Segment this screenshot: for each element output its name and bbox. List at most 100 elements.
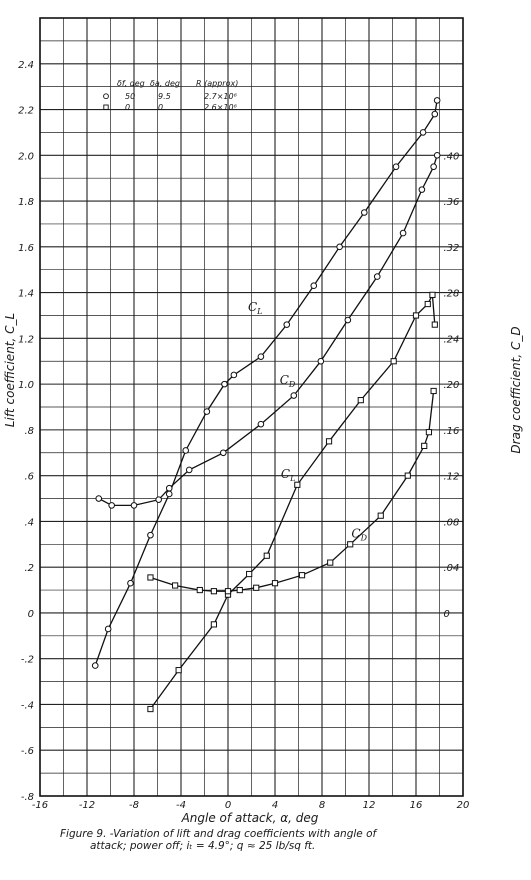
y-left-tick-label: 0 (28, 609, 34, 620)
data-point-square (421, 442, 428, 449)
data-point-square (263, 552, 270, 559)
data-point-circle (310, 282, 318, 290)
data-point-square (404, 472, 411, 479)
data-point-circle (220, 449, 227, 457)
data-point-circle (283, 321, 291, 328)
data-point-circle (91, 662, 99, 669)
data-point-circle (361, 209, 368, 216)
figure-caption: Figure 9. -Variation of lift and drag co… (60, 828, 526, 852)
data-point-square (377, 512, 384, 519)
legend-header: δa, deg (150, 79, 180, 88)
data-point-square (325, 438, 333, 445)
y-right-tick-label: .08 (444, 517, 460, 528)
x-tick-label: 16 (410, 800, 423, 811)
legend-value: 9.5 (158, 92, 171, 101)
y-left-tick-label: 1.8 (18, 197, 34, 208)
y-left-tick-label: .2 (24, 563, 34, 574)
data-point-circle (127, 579, 134, 587)
legend-value: 2.6×10⁶ (204, 103, 238, 112)
curve-label: CD (280, 373, 296, 389)
y-right-tick-label: .12 (444, 472, 460, 483)
tick-labels: -16 -12 -8 -4 0 4 8 12 16 20 -.8 -.6 -.4 -.2 0 .2 .4 .6 .8… (18, 60, 469, 811)
y-right-tick-label: .36 (444, 197, 460, 208)
legend-value: 50 (125, 92, 135, 101)
y-left-tick-label: 2.0 (18, 151, 34, 162)
data-point-circle (392, 163, 400, 171)
data-point-circle (130, 502, 138, 509)
x-tick-label: -12 (79, 800, 95, 811)
y-left-tick-label: .6 (24, 472, 34, 483)
data-point-square (298, 572, 306, 579)
y-left-tick-label: 1.6 (18, 243, 34, 254)
y-left-axis-title: Lift coefficient, C_L (3, 313, 17, 427)
legend-header: δf, deg (117, 79, 145, 88)
data-point-square (425, 429, 433, 436)
data-point-circle (418, 186, 426, 193)
data-point-square (175, 667, 182, 674)
data-point-circle (155, 496, 162, 503)
series-line (150, 390, 435, 592)
data-point-circle (182, 447, 189, 454)
data-point-square (430, 387, 437, 395)
data-point-square (172, 582, 179, 589)
curve-label: CL (281, 467, 296, 483)
curve-labels: CL CD CL CD (248, 300, 368, 543)
y-right-axis-title: Drag coefficient, C_D (509, 326, 523, 453)
data-point-square (196, 586, 203, 594)
y-right-tick-label: .04 (444, 563, 460, 574)
x-tick-label: 8 (319, 800, 325, 811)
legend-marker-square (103, 104, 109, 110)
data-point-square (294, 481, 301, 488)
caption-line-1: Figure 9. -Variation of lift and drag co… (60, 828, 377, 840)
y-left-tick-label: 2.2 (18, 106, 34, 117)
data-point-circle (95, 495, 103, 502)
legend: δf, deg δa, deg R (approx) 50 9.5 2.7×10⁶ 0 0 2.… (103, 79, 238, 112)
data-point-circle (344, 316, 352, 324)
series-line (94, 100, 438, 666)
data-point-square (412, 312, 420, 319)
data-point-square (236, 586, 243, 594)
data-point-circle (399, 229, 407, 237)
caption-line-2: attack; power off; iₜ = 4.9°; q ≈ 25 lb/… (90, 840, 316, 852)
data-point-square (429, 291, 436, 298)
data-point-square (147, 705, 154, 713)
data-point-circle (221, 380, 228, 388)
data-point-square (271, 580, 279, 587)
y-left-tick-label: -.8 (21, 792, 34, 803)
data-point-circle (257, 353, 265, 360)
y-right-tick-label: .24 (444, 334, 460, 345)
data-point-circle (431, 110, 439, 118)
data-point-square (147, 574, 154, 581)
plot-frame (39, 17, 464, 797)
curve-label: CL (248, 300, 263, 316)
y-right-tick-label: 0 (444, 609, 450, 620)
data-point-circle (290, 392, 298, 399)
x-tick-label: -16 (32, 800, 48, 811)
data-point-circle (147, 531, 154, 539)
data-point-circle (336, 243, 343, 251)
data-point-circle (104, 625, 112, 633)
series-line (98, 155, 438, 507)
data-point-circle (203, 408, 211, 415)
data-point-square (431, 321, 438, 328)
data-point-circle (257, 420, 265, 428)
y-right-tick-label: .28 (444, 289, 460, 300)
data-point-square (224, 588, 232, 595)
data-point-square (253, 584, 260, 591)
x-tick-label: 12 (363, 800, 376, 811)
data-point-square (210, 621, 218, 628)
x-tick-label: -8 (129, 800, 139, 811)
y-right-tick-label: .20 (444, 380, 460, 391)
series-line (149, 292, 436, 710)
data-point-square (390, 358, 397, 365)
data-point-circle (419, 129, 427, 136)
x-tick-label: 20 (457, 800, 470, 811)
y-left-tick-label: -.6 (21, 746, 34, 757)
data-point-square (210, 588, 218, 595)
legend-value: 0 (158, 103, 163, 112)
x-axis-title: Angle of attack, α, deg (181, 811, 319, 825)
grid (39, 17, 464, 797)
data-point-square (424, 300, 431, 308)
y-right-tick-label: .32 (444, 243, 460, 254)
data-point-circle (373, 273, 381, 280)
